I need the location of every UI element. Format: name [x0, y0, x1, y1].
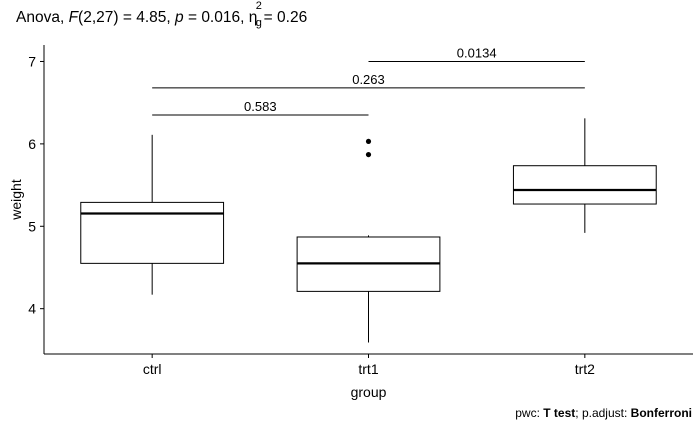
- y-tick-label: 5: [28, 218, 36, 234]
- x-tick-label: ctrl: [143, 361, 162, 377]
- comparison-label: 0.583: [244, 99, 277, 114]
- y-tick-label: 7: [28, 53, 36, 69]
- y-axis-title: weight: [8, 179, 24, 221]
- x-axis-title: group: [351, 384, 387, 400]
- box-ctrl: [80, 201, 225, 264]
- y-tick-label: 6: [28, 136, 36, 152]
- box-trt2: [512, 165, 657, 205]
- chart-caption: pwc: T test; p.adjust: Bonferroni: [515, 406, 692, 420]
- comparison-label: 0.263: [352, 72, 385, 87]
- x-tick-label: trt1: [358, 361, 378, 377]
- outlier-point: [365, 151, 372, 158]
- outlier-point: [365, 138, 372, 145]
- x-tick-label: trt2: [575, 361, 595, 377]
- comparison-label: 0.0134: [457, 45, 497, 60]
- y-tick-label: 4: [28, 301, 36, 317]
